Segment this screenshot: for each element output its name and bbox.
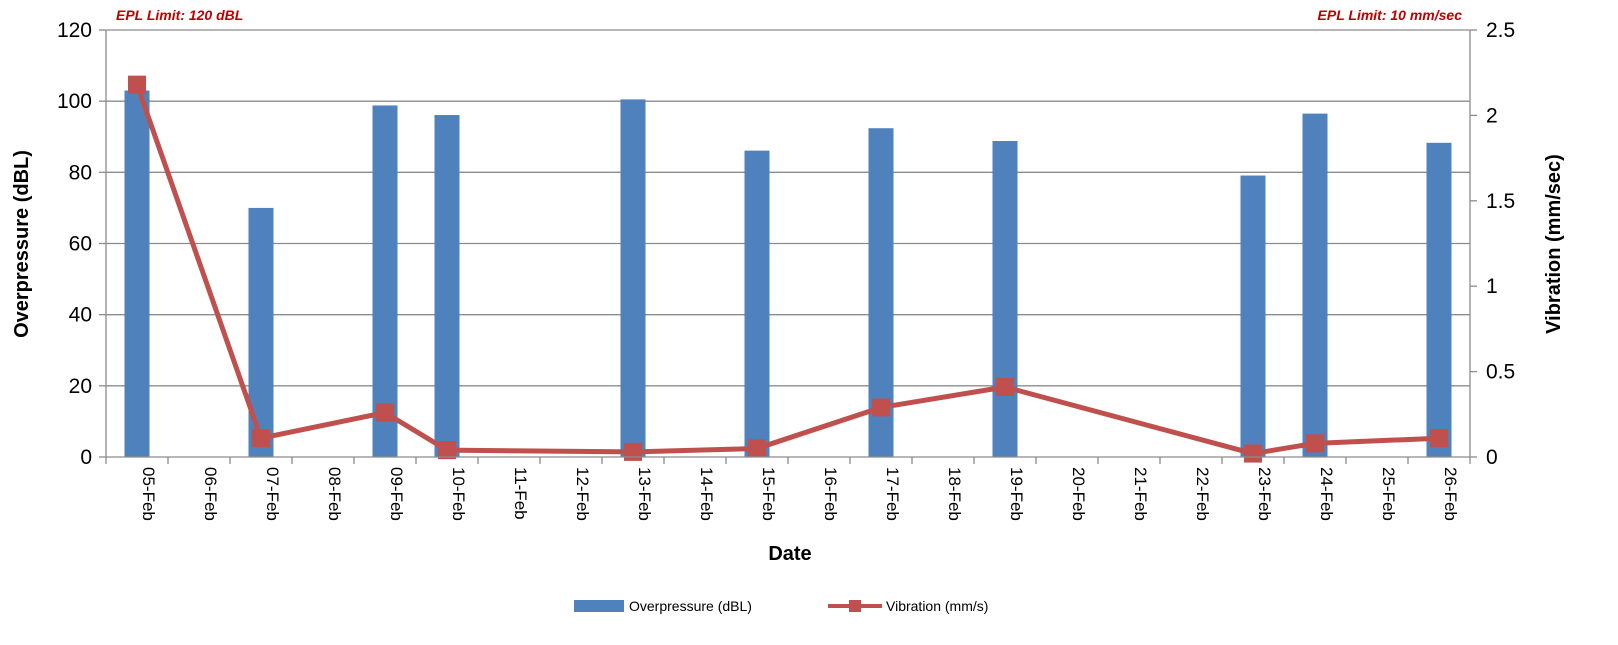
x-tick-label: 12-Feb [573, 467, 592, 521]
annotation-right: EPL Limit: 10 mm/sec [1318, 7, 1463, 23]
x-tick-label: 14-Feb [697, 467, 716, 521]
vibration-point [376, 403, 394, 422]
legend-label-overpressure: Overpressure (dBL) [629, 598, 752, 614]
overpressure-bar [1240, 175, 1266, 457]
x-tick-label: 21-Feb [1131, 467, 1150, 521]
y2-axis-title: Vibration (mm/sec) [1543, 154, 1565, 334]
x-tick-label: 13-Feb [635, 467, 654, 521]
vibration-point [748, 439, 766, 458]
overpressure-bar [372, 105, 398, 457]
overpressure-bar [992, 141, 1018, 457]
x-tick-label: 09-Feb [387, 467, 406, 521]
vibration-point [996, 377, 1014, 396]
y-tick-label: 120 [57, 19, 92, 42]
y-tick-label: 80 [69, 161, 92, 184]
annotation-left: EPL Limit: 120 dBL [116, 7, 243, 23]
vibration-point [128, 75, 146, 94]
x-tick-label: 23-Feb [1255, 467, 1274, 521]
x-tick-label: 24-Feb [1317, 467, 1336, 521]
overpressure-bars [124, 90, 1452, 458]
legend-swatch-vibration-marker [849, 600, 861, 612]
vibration-point [1430, 429, 1448, 448]
overpressure-bar [434, 115, 460, 458]
y-tick-label: 40 [69, 304, 92, 327]
x-tick-label: 06-Feb [201, 467, 220, 521]
vibration-point [252, 429, 270, 448]
vibration-point [624, 442, 642, 461]
vibration-point [1306, 434, 1324, 453]
overpressure-bar [1302, 113, 1328, 457]
y-tick-label: 60 [69, 233, 92, 256]
y2-tick-label: 0.5 [1486, 361, 1515, 384]
y-tick-label: 20 [69, 375, 92, 398]
tick-labels: 0 20 40 60 80 100 120 0 0.5 1 1.5 2 2.5 05-Feb 06-Feb 0… [57, 19, 1515, 521]
legend: Overpressure (dBL) Vibration (mm/s) [574, 598, 988, 614]
y2-tick-label: 2 [1486, 104, 1498, 127]
x-tick-label: 15-Feb [759, 467, 778, 521]
legend-swatch-overpressure [574, 600, 624, 612]
overpressure-bar [744, 150, 770, 457]
overpressure-bar [620, 99, 646, 457]
x-tick-label: 20-Feb [1069, 467, 1088, 521]
y-axis-title: Overpressure (dBL) [11, 150, 33, 338]
vibration-point [438, 441, 456, 460]
x-tick-label: 08-Feb [325, 467, 344, 521]
y-tick-label: 100 [57, 90, 92, 113]
vibration-point [1244, 444, 1262, 463]
x-tick-label: 10-Feb [449, 467, 468, 521]
x-axis-title: Date [768, 543, 811, 565]
legend-label-vibration: Vibration (mm/s) [886, 598, 988, 614]
x-tick-label: 18-Feb [945, 467, 964, 521]
axes [99, 29, 1477, 464]
x-tick-label: 11-Feb [511, 467, 530, 520]
y2-tick-label: 1.5 [1486, 190, 1515, 213]
x-tick-label: 17-Feb [883, 467, 902, 521]
x-tick-label: 19-Feb [1007, 467, 1026, 521]
y-tick-label: 0 [80, 446, 92, 469]
overpressure-bar [1426, 142, 1452, 457]
x-tick-label: 16-Feb [821, 467, 840, 521]
y2-tick-label: 0 [1486, 446, 1498, 469]
x-tick-label: 25-Feb [1379, 467, 1398, 521]
vibration-line [128, 75, 1448, 463]
x-tick-label: 26-Feb [1441, 467, 1460, 521]
x-tick-label: 07-Feb [263, 467, 282, 521]
x-tick-label: 22-Feb [1193, 467, 1212, 521]
y2-tick-label: 1 [1486, 275, 1498, 298]
annotation-left-value: : 120 dBL [180, 7, 243, 23]
annotation-left-emphasis: EPL Limit [116, 7, 182, 23]
y2-tick-label: 2.5 [1486, 19, 1515, 42]
overpressure-bar [124, 90, 150, 457]
x-tick-label: 05-Feb [139, 467, 158, 521]
vibration-point [872, 398, 890, 417]
